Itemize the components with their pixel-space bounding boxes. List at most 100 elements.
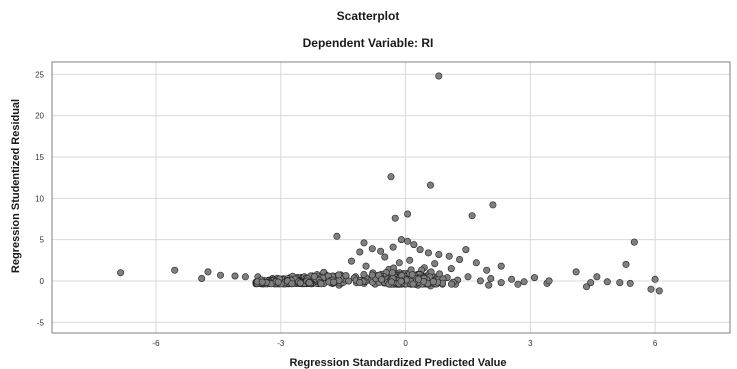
scatter-point <box>431 260 439 268</box>
scatter-point <box>395 259 403 267</box>
scatter-point <box>388 269 396 277</box>
data-points <box>117 72 663 295</box>
scatter-point <box>622 260 630 268</box>
scatter-point <box>464 273 472 281</box>
scatter-point <box>360 239 368 247</box>
scatter-point <box>572 268 580 276</box>
y-tick-label: -5 <box>37 318 45 327</box>
scatter-point <box>288 280 296 288</box>
scatter-point <box>456 255 464 263</box>
chart-subtitle: Dependent Variable: RI <box>303 36 434 50</box>
scatter-point <box>387 173 395 181</box>
scatter-point <box>485 281 493 289</box>
scatter-point <box>397 236 405 244</box>
scatter-point <box>409 280 417 288</box>
scatter-point <box>476 277 484 285</box>
scatter-point <box>368 245 376 253</box>
scatter-point <box>514 280 522 288</box>
scatter-point <box>426 181 434 189</box>
plot-area <box>51 61 731 334</box>
scatter-point <box>347 257 355 265</box>
scatter-point <box>429 278 437 286</box>
scatter-point <box>520 278 528 286</box>
scatter-point <box>356 248 364 256</box>
scatter-point <box>404 210 412 218</box>
scatter-point <box>487 274 495 282</box>
scatter-point <box>416 246 424 254</box>
scatter-point <box>258 278 266 286</box>
scatter-point <box>378 275 386 283</box>
scatter-point <box>406 256 414 264</box>
scatter-point <box>647 285 655 293</box>
scatter-point <box>593 273 601 281</box>
scatter-point <box>381 253 389 261</box>
chart-title: Scatterplot <box>337 9 400 23</box>
scatter-point <box>424 249 432 257</box>
y-tick-label: 20 <box>35 112 44 121</box>
scatter-point <box>198 274 206 282</box>
scatter-point <box>217 271 225 279</box>
scatter-point <box>655 287 663 295</box>
scatter-point <box>530 274 538 282</box>
x-tick-label: 6 <box>653 339 658 348</box>
scatter-point <box>117 269 125 277</box>
tick-labels: -6 -3 0 3 6 -5 0 5 10 15 20 25 <box>35 70 658 348</box>
scatter-point <box>408 271 416 279</box>
scatter-point <box>397 277 405 285</box>
y-tick-label: 15 <box>35 153 44 162</box>
scatter-point <box>445 252 453 260</box>
x-axis-label: Regression Standardized Predicted Value <box>289 357 506 369</box>
scatter-point <box>497 262 505 270</box>
scatter-point <box>204 268 212 276</box>
y-tick-label: 10 <box>35 194 44 203</box>
x-tick-label: -3 <box>277 339 285 348</box>
y-axis-label: Regression Studentized Residual <box>10 99 22 273</box>
scatter-point <box>404 237 412 245</box>
scatter-point <box>274 278 282 286</box>
scatter-point <box>626 279 634 287</box>
x-tick-label: 3 <box>528 339 533 348</box>
scatter-point <box>582 283 590 291</box>
scatter-point <box>377 247 385 255</box>
scatter-point <box>447 280 455 288</box>
scatter-point <box>545 277 553 285</box>
scatter-point <box>345 277 353 285</box>
scatter-point <box>410 241 418 249</box>
scatter-point <box>616 279 624 287</box>
scatter-point <box>310 273 318 281</box>
y-tick-label: 25 <box>35 70 44 79</box>
scatter-point <box>241 273 249 281</box>
y-tick-label: 5 <box>40 236 45 245</box>
scatter-point <box>651 275 659 283</box>
scatter-point <box>387 278 395 286</box>
scatter-point <box>435 270 443 278</box>
scatter-point <box>447 265 455 273</box>
scatter-point <box>335 271 343 279</box>
y-tick-label: 0 <box>40 277 45 286</box>
x-tick-label: -6 <box>152 339 160 348</box>
scatter-point <box>296 279 304 287</box>
scatter-point <box>305 279 313 287</box>
scatter-point <box>356 278 364 286</box>
scatter-point <box>497 279 505 287</box>
scatter-point <box>630 238 638 246</box>
scatter-point <box>391 214 399 222</box>
scatter-point <box>317 280 325 288</box>
grid-lines <box>52 62 730 333</box>
scatter-point <box>368 271 376 279</box>
scatter-point <box>508 275 516 283</box>
scatter-point <box>587 279 595 287</box>
scatter-point <box>483 266 491 274</box>
scatter-point <box>435 72 443 80</box>
scatter-point <box>171 266 179 274</box>
scatter-point <box>472 259 480 267</box>
scatter-point <box>360 270 368 278</box>
scatter-point <box>435 251 443 259</box>
scatter-point <box>333 232 341 240</box>
scatter-point <box>389 243 397 251</box>
scatter-point <box>362 262 370 270</box>
scatter-point <box>603 278 611 286</box>
scatter-point <box>462 246 470 254</box>
scatter-point <box>231 272 239 280</box>
